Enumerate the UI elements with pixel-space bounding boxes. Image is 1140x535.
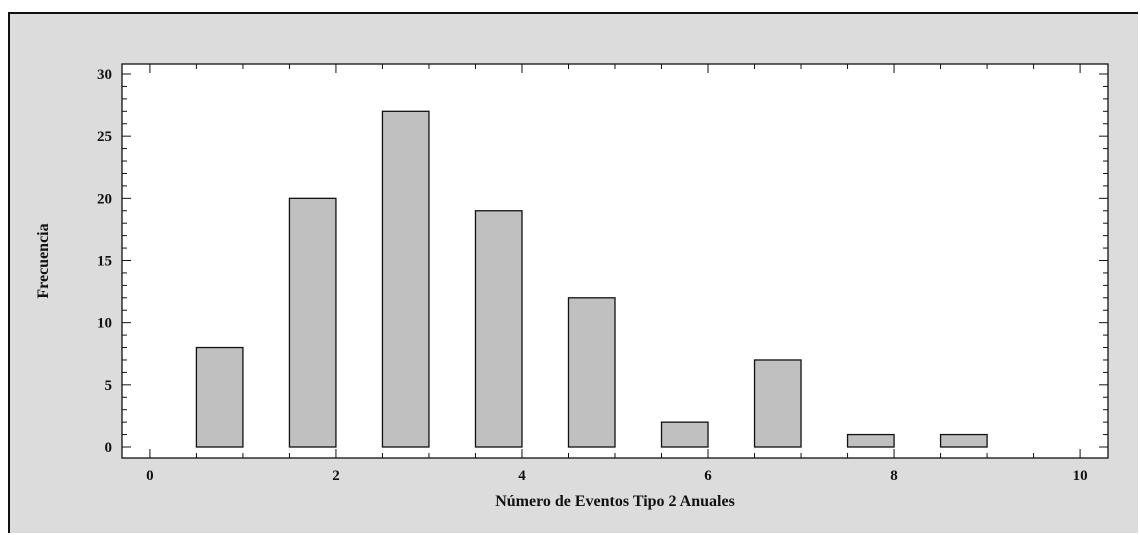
- ticks-group: [122, 64, 1108, 458]
- x-tick-label: 2: [332, 468, 340, 484]
- x-tick-label: 6: [704, 468, 712, 484]
- bar-5: [567, 297, 616, 448]
- chart-frame: 0 5 10 15 20 25 30 0 2 4 6 8 10 Número de Eventos Ti…: [8, 12, 1138, 533]
- y-tick-label: 20: [97, 191, 112, 207]
- bar-4: [474, 210, 523, 448]
- y-tick-label: 5: [105, 378, 113, 394]
- y-tick-label: 0: [105, 440, 113, 456]
- x-tick-label: 10: [1073, 468, 1088, 484]
- histogram-chart: 0 5 10 15 20 25 30 0 2 4 6 8 10 Número de Eventos Ti…: [35, 63, 1109, 510]
- bar-9: [939, 433, 988, 448]
- bar-3: [381, 110, 430, 448]
- y-tick-label: 25: [97, 129, 112, 145]
- x-tick-label: 4: [518, 468, 526, 484]
- y-tick-label: 30: [97, 67, 112, 83]
- y-axis-title: Frecuencia: [35, 223, 52, 298]
- bars-group: [195, 110, 988, 448]
- bar-2: [288, 197, 337, 448]
- tick-labels-group: 0 5 10 15 20 25 30 0 2 4 6 8 10: [97, 67, 1088, 484]
- x-tick-label: 8: [890, 468, 898, 484]
- bar-1: [195, 346, 244, 448]
- y-tick-label: 15: [97, 254, 112, 270]
- x-axis-title: Número de Eventos Tipo 2 Anuales: [495, 493, 735, 510]
- bar-7: [753, 359, 802, 448]
- x-tick-label: 0: [146, 468, 154, 484]
- bar-8: [846, 433, 895, 448]
- bar-6: [660, 421, 709, 448]
- y-tick-label: 10: [97, 316, 112, 332]
